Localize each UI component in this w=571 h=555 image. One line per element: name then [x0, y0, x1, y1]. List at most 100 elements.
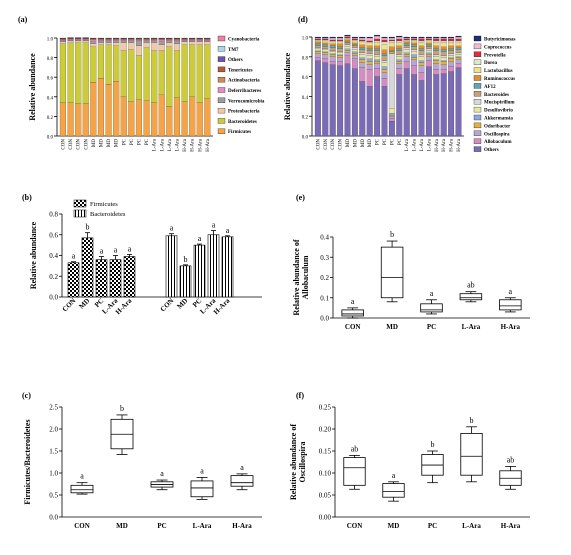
stacked-bar-segment	[396, 63, 403, 69]
x-tick-label: H-Ara	[442, 138, 447, 152]
stacked-bar-segment	[314, 43, 321, 46]
stacked-bar-segment	[359, 40, 366, 43]
legend-label: Coprococcus	[484, 45, 511, 50]
bar	[221, 236, 234, 298]
stacked-bar-segment	[374, 40, 381, 44]
stacked-bar-segment	[166, 42, 173, 47]
stacked-bar-segment	[120, 38, 127, 41]
stacked-bar-segment	[433, 48, 440, 51]
stacked-bar-segment	[135, 99, 143, 137]
stacked-bar-segment	[314, 60, 321, 137]
stacked-bar-segment	[440, 69, 447, 74]
x-tick-label: H-Ara	[183, 138, 188, 152]
stacked-bar-segment	[366, 50, 373, 54]
stacked-bar-segment	[455, 49, 462, 53]
significance-letter: ab	[351, 444, 359, 453]
y-axis-title-line: Oscillospira	[298, 442, 307, 483]
stacked-bar-segment	[322, 38, 329, 41]
stacked-bar-segment	[455, 36, 462, 40]
stacked-bar-segment	[204, 40, 211, 42]
stacked-bar-segment	[128, 39, 135, 42]
stacked-bar-segment	[440, 73, 447, 137]
stacked-bar-segment	[337, 46, 344, 49]
stacked-bar-segment	[113, 38, 120, 41]
stacked-bar-segment	[403, 39, 410, 42]
stacked-bar-segment	[143, 47, 150, 101]
stacked-bar-segment	[440, 61, 447, 65]
stacked-bar-segment	[396, 45, 403, 49]
stacked-bar-segment	[366, 86, 373, 137]
stacked-bar-segment	[143, 40, 150, 43]
stacked-bar-segment	[82, 42, 89, 104]
legend-swatch	[473, 35, 482, 42]
x-tick-label: H-Ara	[114, 296, 134, 316]
stacked-bar-segment	[381, 62, 388, 67]
stacked-bar-segment	[204, 98, 211, 137]
stacked-bar-segment	[337, 65, 344, 137]
stacked-bar-segment	[455, 54, 462, 57]
legend-swatch	[473, 75, 482, 81]
x-tick-label: CON	[84, 139, 89, 150]
legend-swatch	[217, 35, 226, 42]
y-axis-title: Relative abundance ofAllobaculum	[292, 239, 310, 315]
stacked-bar-segment	[418, 62, 425, 66]
stacked-bar-segment	[97, 40, 105, 43]
stacked-bar-segment	[344, 42, 351, 45]
stacked-bar-segment	[344, 55, 351, 64]
stacked-bar-segment	[396, 74, 403, 137]
stacked-bar-segment	[455, 35, 462, 38]
legend-label: Others	[228, 58, 243, 63]
stacked-bar-segment	[337, 54, 344, 56]
stacked-bar-segment	[418, 48, 425, 51]
stacked-bar-segment	[166, 40, 173, 43]
stacked-bar-segment	[59, 41, 67, 44]
stacked-bar-segment	[351, 37, 358, 40]
stacked-bar-segment	[440, 42, 447, 47]
box	[382, 483, 405, 498]
stacked-bar-segment	[120, 40, 127, 43]
panel-label-d: (d)	[298, 15, 308, 24]
stacked-bar-segment	[158, 39, 165, 42]
legend-label: Cyanobacteria	[228, 38, 260, 43]
x-tick-label: L-Ara	[462, 323, 481, 331]
legend-swatch	[217, 56, 226, 62]
stacked-bar-segment	[344, 48, 351, 51]
stacked-bar-segment	[337, 37, 344, 41]
legend-label: Prevotella	[484, 53, 506, 58]
stacked-bar-segment	[411, 57, 418, 60]
stacked-bar-segment	[173, 39, 181, 42]
x-tick-label: L-Ara	[153, 138, 158, 151]
x-tick-label: L-Ara	[420, 138, 425, 151]
stacked-bar-segment	[97, 39, 105, 42]
stacked-bar-segment	[351, 44, 358, 46]
x-tick-label: H-Ara	[232, 522, 252, 530]
stacked-bar-segment	[418, 36, 425, 39]
y-tick-label: 0.15	[319, 448, 332, 456]
stacked-bar-segment	[337, 40, 344, 43]
stacked-bar-segment	[418, 38, 425, 42]
y-tick-label: 1.0	[302, 37, 309, 42]
stacked-bar-segment	[359, 62, 366, 68]
stacked-bar-segment	[448, 45, 455, 49]
bar	[165, 235, 178, 298]
bar	[207, 234, 220, 298]
stacked-bar-segment	[403, 49, 410, 53]
y-tick-label: 0.0	[49, 294, 58, 302]
significance-letter: a	[200, 466, 204, 475]
significance-letter: a	[128, 244, 132, 253]
stacked-bar-segment	[196, 41, 203, 45]
stacked-bar-segment	[381, 60, 388, 63]
stacked-bar-segment	[396, 50, 403, 55]
stacked-bar-segment	[59, 38, 67, 41]
x-tick-label: CON	[61, 139, 66, 150]
legend-swatch	[217, 77, 226, 83]
stacked-bar-segment	[135, 38, 143, 41]
stacked-bar-segment	[67, 42, 74, 103]
stacked-bar-segment	[359, 39, 366, 42]
stacked-bar-segment	[322, 54, 329, 59]
stacked-bar-segment	[329, 39, 336, 42]
stacked-bar-segment	[374, 63, 381, 69]
stacked-bar-segment	[381, 55, 388, 61]
stacked-bar-segment	[374, 42, 381, 46]
box	[459, 293, 483, 301]
